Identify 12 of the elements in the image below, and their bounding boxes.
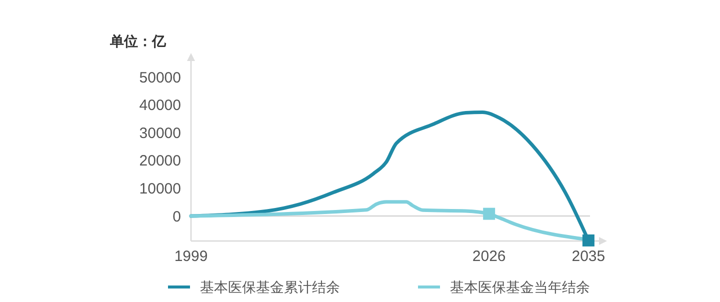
x-tick-label: 1999 — [174, 248, 208, 265]
y-tick-label: 0 — [172, 208, 181, 226]
legend-label: 基本医保基金当年结余 — [450, 279, 590, 295]
legend-label: 基本医保基金累计结余 — [200, 279, 340, 295]
x-tick-label: 2026 — [472, 248, 506, 265]
y-tick-label: 30000 — [139, 124, 181, 142]
y-tick-label: 10000 — [139, 180, 181, 198]
y-tick-label: 20000 — [139, 152, 181, 170]
y-axis-title: 单位：亿 — [109, 33, 167, 49]
x-tick-label: 2035 — [572, 248, 606, 265]
y-tick-label: 40000 — [139, 97, 181, 114]
y-tick-label: 50000 — [139, 69, 181, 86]
